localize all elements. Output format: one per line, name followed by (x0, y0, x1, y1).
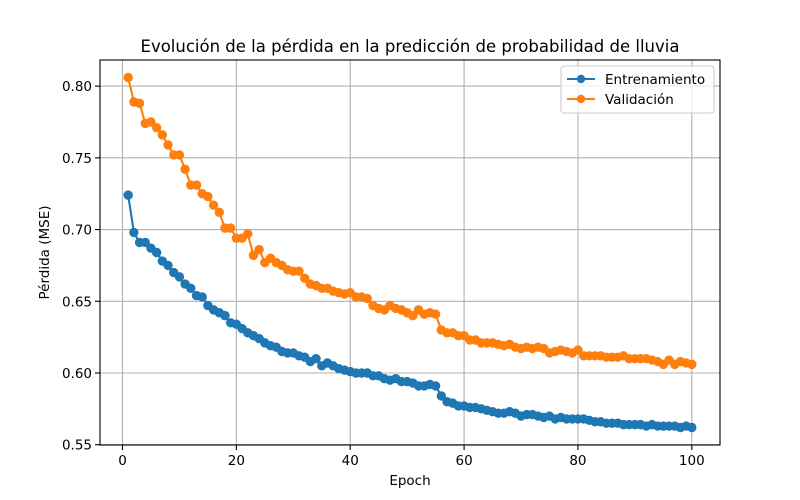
data-point-validacion (203, 191, 213, 202)
data-point-validacion (157, 130, 168, 140)
data-point-validacion (408, 310, 418, 321)
y-tick-label: 0.75 (62, 151, 92, 167)
data-point-entrenamiento (311, 353, 321, 364)
data-point-validacion (299, 273, 310, 284)
data-point-entrenamiento (163, 260, 173, 271)
legend-item-entrenamiento: Entrenamiento (567, 72, 705, 88)
data-point-entrenamiento (687, 422, 697, 433)
data-point-entrenamiento (186, 283, 196, 294)
x-tick-label: 20 (228, 453, 245, 469)
y-tick-label: 0.60 (62, 366, 92, 382)
data-point-validacion (430, 309, 441, 319)
data-point-validacion (151, 123, 162, 133)
data-point-validacion (294, 266, 304, 276)
x-axis-label: Epoch (389, 473, 430, 489)
data-point-entrenamiento (123, 190, 133, 200)
data-point-entrenamiento (174, 272, 185, 282)
data-point-entrenamiento (197, 292, 207, 302)
data-point-validacion (134, 98, 145, 109)
y-tick-label: 0.70 (62, 223, 92, 239)
data-point-validacion (180, 164, 190, 175)
data-point-validacion (225, 223, 236, 233)
data-point-validacion (174, 150, 185, 160)
axes-background (100, 60, 720, 445)
data-point-entrenamiento (436, 391, 447, 401)
x-tick-label: 0 (118, 453, 127, 469)
legend-label: Entrenamiento (605, 72, 705, 88)
legend-marker-swatch (576, 94, 586, 104)
axes-frame (99, 59, 721, 446)
data-point-entrenamiento (430, 381, 441, 391)
series-layer (123, 72, 697, 433)
x-tick-label: 60 (455, 453, 472, 469)
data-point-validacion (687, 359, 697, 370)
x-tick-label: 100 (679, 453, 705, 469)
data-point-validacion (573, 345, 583, 355)
data-point-validacion (163, 140, 173, 150)
data-point-validacion (254, 244, 264, 255)
data-point-validacion (146, 117, 156, 127)
legend-marker-swatch (576, 74, 586, 84)
data-point-validacion (191, 180, 202, 190)
data-point-validacion (214, 207, 224, 218)
data-point-validacion (123, 72, 133, 83)
chart-title: Evolución de la pérdida en la predicción… (141, 37, 680, 56)
data-point-validacion (362, 293, 373, 304)
data-point-validacion (243, 229, 253, 239)
legend-frame (560, 65, 715, 114)
legend-label: Validación (605, 92, 674, 108)
data-point-validacion (248, 250, 259, 261)
y-axis-label: Pérdida (MSE) (37, 205, 53, 299)
y-tick-label: 0.55 (62, 438, 92, 454)
data-point-validacion (208, 200, 219, 210)
legend: Entrenamiento Validación (560, 65, 715, 114)
y-axis: 0.55 0.60 0.65 0.70 0.75 0.80 (62, 79, 100, 454)
x-tick-label: 80 (569, 453, 586, 469)
legend-item-validacion: Validación (567, 92, 674, 108)
y-tick-label: 0.80 (62, 79, 92, 95)
y-tick-label: 0.65 (62, 294, 92, 310)
series-entrenamiento (123, 190, 697, 433)
data-point-entrenamiento (220, 310, 230, 321)
series-validacion (123, 72, 697, 370)
x-axis: 0 20 40 60 80 100 (118, 445, 705, 469)
data-point-entrenamiento (140, 237, 150, 248)
x-tick-label: 40 (342, 453, 359, 469)
data-point-entrenamiento (129, 227, 139, 238)
data-point-entrenamiento (151, 247, 162, 258)
